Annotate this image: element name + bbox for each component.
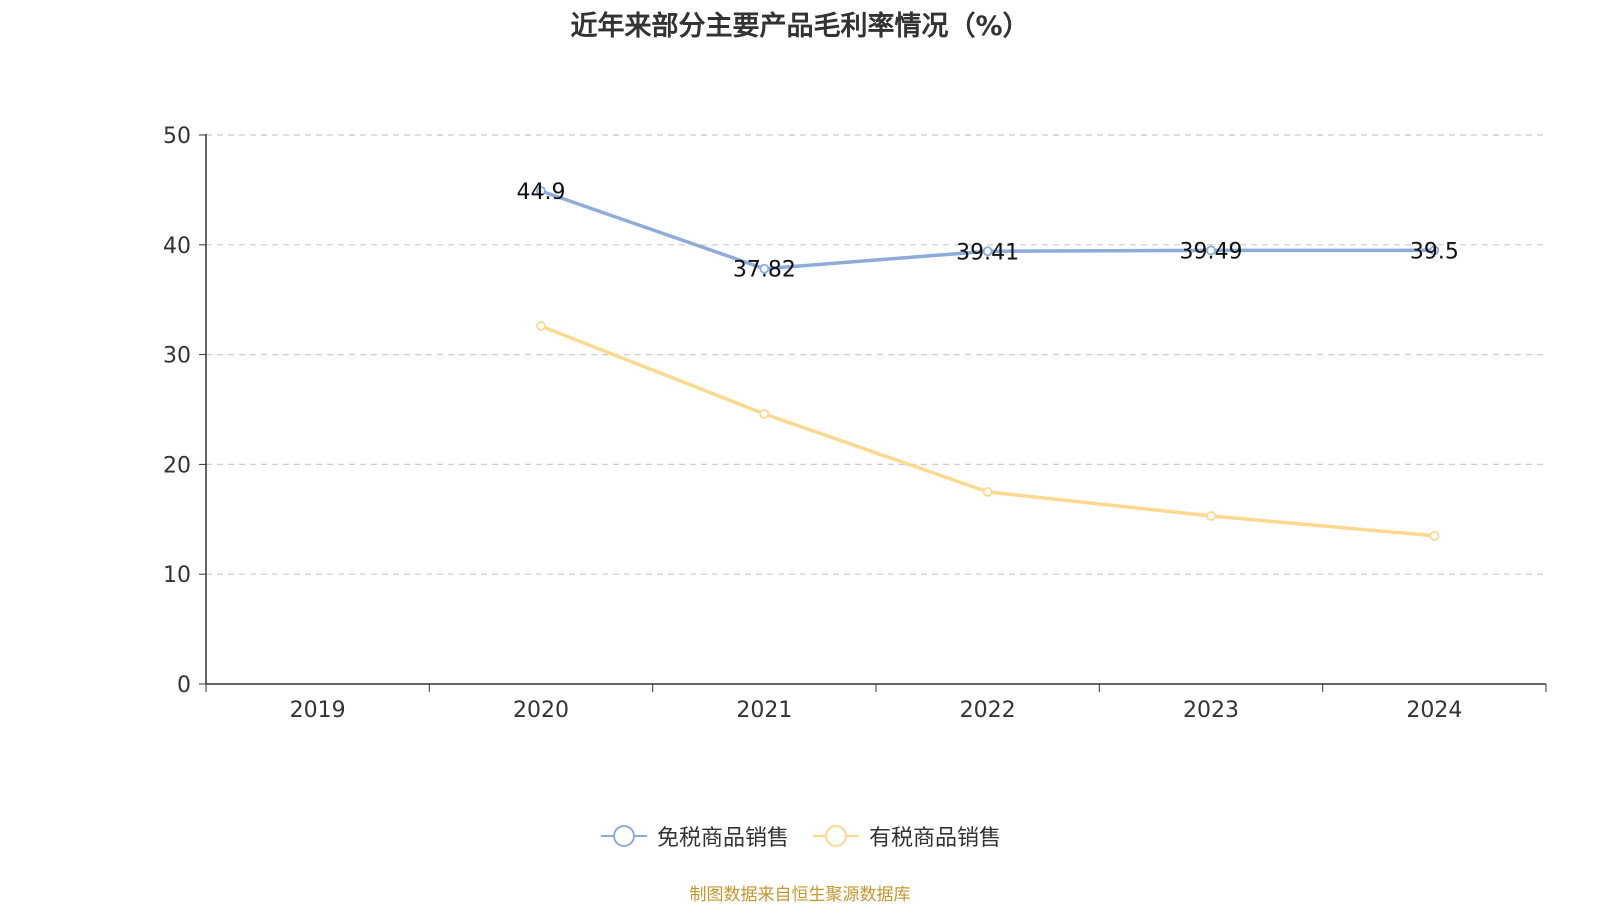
axes: 0 10 20 30 40 50 2019 2020 2021 2022 2023 2024 xyxy=(163,124,1547,723)
y-tick-label: 30 xyxy=(163,344,191,369)
y-tick-label: 0 xyxy=(177,673,191,698)
legend: 免税商品销售 有税商品销售 xyxy=(0,820,1600,852)
series xyxy=(536,186,1440,541)
source-note: 制图数据来自恒生聚源数据库 xyxy=(689,885,911,905)
data-point xyxy=(982,246,993,257)
legend-item-taxed[interactable]: 有税商品销售 xyxy=(811,820,1001,852)
legend-marker-taxed xyxy=(813,825,859,847)
x-tick-label: 2020 xyxy=(513,698,569,723)
data-label: 37.82 xyxy=(733,258,796,283)
data-label: 39.49 xyxy=(1180,239,1243,264)
data-point xyxy=(1206,511,1216,521)
data-point xyxy=(759,408,770,419)
y-tick-label: 40 xyxy=(163,234,191,259)
legend-label-taxed: 有税商品销售 xyxy=(869,826,1002,851)
y-tick-label: 20 xyxy=(163,453,191,478)
x-tick-label: 2022 xyxy=(960,698,1016,723)
data-point xyxy=(1429,245,1440,256)
data-point xyxy=(759,263,770,274)
data-point xyxy=(536,321,546,331)
y-tick-label: 10 xyxy=(163,563,191,588)
data-point xyxy=(536,186,546,196)
y-tick-label: 50 xyxy=(163,124,191,149)
data-label: 44.9 xyxy=(517,180,566,205)
grid-lines xyxy=(206,134,1546,575)
legend-label-duty-free: 免税商品销售 xyxy=(656,826,789,851)
data-label: 39.41 xyxy=(956,240,1019,265)
x-tick-label: 2021 xyxy=(736,698,792,723)
legend-marker-duty-free xyxy=(600,825,647,847)
legend-item-duty-free[interactable]: 免税商品销售 xyxy=(599,820,789,852)
data-point xyxy=(1429,530,1440,541)
data-point xyxy=(982,486,993,497)
x-tick-label: 2023 xyxy=(1183,698,1239,723)
data-point xyxy=(1206,245,1216,256)
data-label: 39.5 xyxy=(1410,239,1459,264)
x-tick-label: 2024 xyxy=(1406,698,1462,723)
chart-title: 近年来部分主要产品毛利率情况（%） xyxy=(570,11,1030,42)
series-line-1 xyxy=(540,324,1435,538)
x-tick-label: 2019 xyxy=(290,698,346,723)
data-labels: 44.9 37.82 39.41 39.49 39.5 xyxy=(517,180,1459,283)
